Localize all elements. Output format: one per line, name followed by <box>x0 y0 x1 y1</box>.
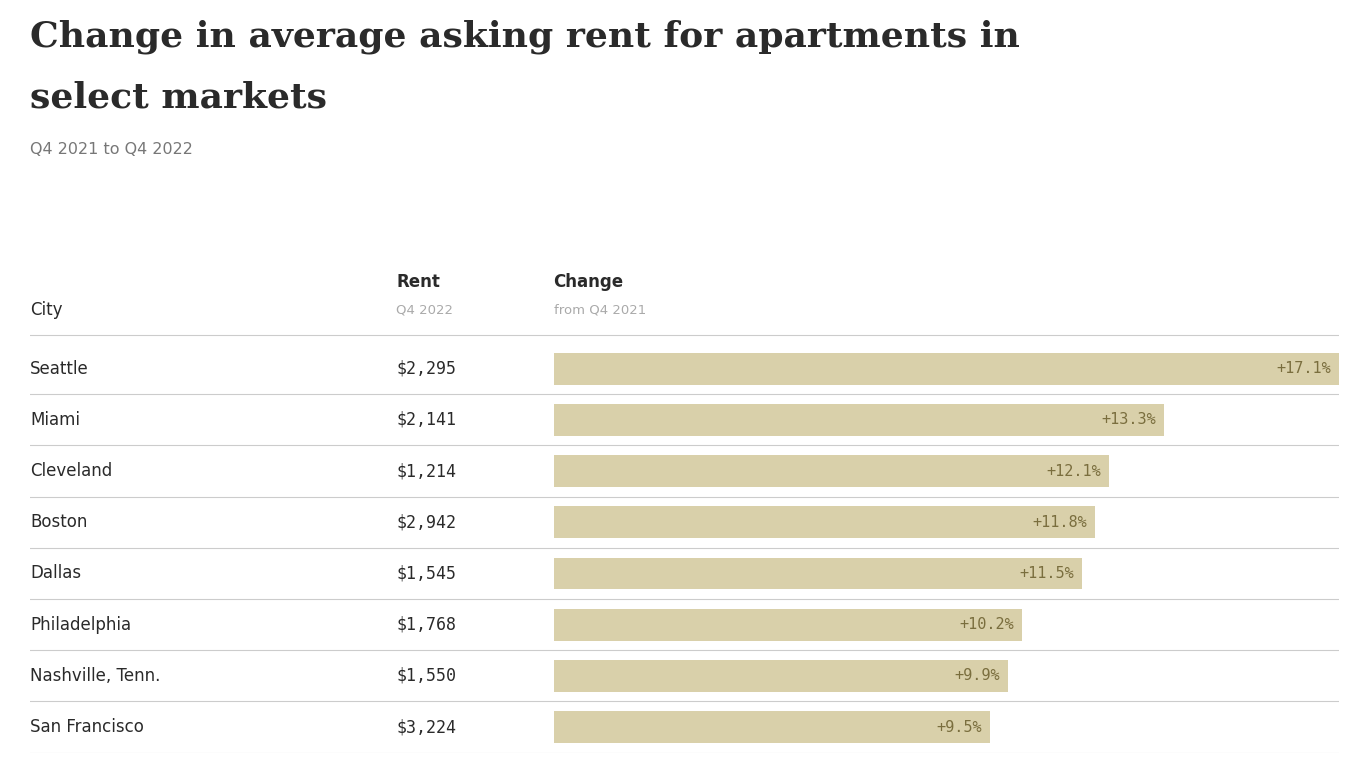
Text: +9.5%: +9.5% <box>936 720 982 734</box>
Text: +13.3%: +13.3% <box>1101 412 1157 427</box>
Text: $1,768: $1,768 <box>396 616 456 634</box>
Text: +12.1%: +12.1% <box>1046 464 1101 478</box>
Bar <box>553 711 990 743</box>
Text: from Q4 2021: from Q4 2021 <box>553 303 646 316</box>
Text: $1,545: $1,545 <box>396 564 456 582</box>
Text: select markets: select markets <box>30 81 326 114</box>
Text: +17.1%: +17.1% <box>1276 361 1330 376</box>
Text: +11.8%: +11.8% <box>1033 515 1087 530</box>
Text: Q4 2022: Q4 2022 <box>396 303 454 316</box>
Text: +11.5%: +11.5% <box>1019 566 1074 581</box>
Bar <box>553 558 1082 589</box>
Text: $3,224: $3,224 <box>396 718 456 736</box>
Text: Q4 2021 to Q4 2022: Q4 2021 to Q4 2022 <box>30 142 193 157</box>
Text: Miami: Miami <box>30 411 81 429</box>
Text: Change: Change <box>553 273 624 290</box>
Text: $1,550: $1,550 <box>396 667 456 685</box>
Text: Rent: Rent <box>396 273 440 290</box>
Bar <box>553 609 1022 641</box>
Text: $2,141: $2,141 <box>396 411 456 429</box>
Text: $2,942: $2,942 <box>396 513 456 531</box>
Text: Nashville, Tenn.: Nashville, Tenn. <box>30 667 160 685</box>
Text: +9.9%: +9.9% <box>955 668 1000 684</box>
Text: Seattle: Seattle <box>30 359 89 378</box>
Text: Boston: Boston <box>30 513 87 531</box>
Text: City: City <box>30 301 63 319</box>
Bar <box>553 353 1339 385</box>
Text: Dallas: Dallas <box>30 564 81 582</box>
Text: $2,295: $2,295 <box>396 359 456 378</box>
Bar <box>553 455 1109 487</box>
Bar <box>553 506 1096 538</box>
Bar <box>553 660 1008 692</box>
Text: $1,214: $1,214 <box>396 462 456 480</box>
Text: Cleveland: Cleveland <box>30 462 112 480</box>
Bar <box>553 404 1164 435</box>
Text: San Francisco: San Francisco <box>30 718 143 736</box>
Text: Change in average asking rent for apartments in: Change in average asking rent for apartm… <box>30 19 1020 54</box>
Text: Philadelphia: Philadelphia <box>30 616 131 634</box>
Text: +10.2%: +10.2% <box>959 617 1014 632</box>
